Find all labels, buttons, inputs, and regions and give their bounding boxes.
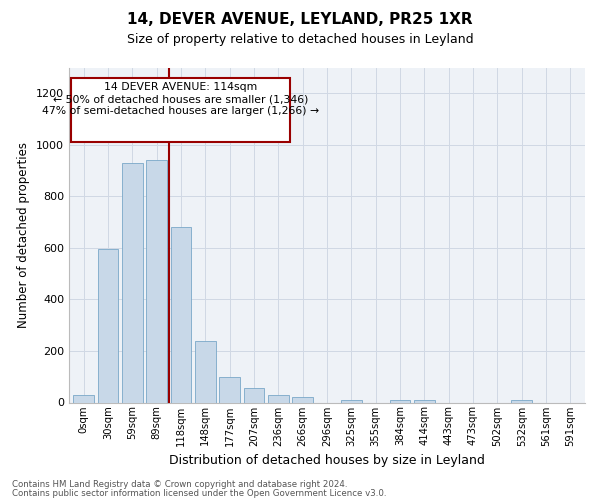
Bar bbox=[341, 400, 362, 402]
Bar bbox=[195, 340, 215, 402]
Bar bbox=[414, 400, 435, 402]
Bar bbox=[73, 395, 94, 402]
Bar bbox=[244, 388, 265, 402]
Bar bbox=[268, 395, 289, 402]
Text: 47% of semi-detached houses are larger (1,266) →: 47% of semi-detached houses are larger (… bbox=[43, 106, 320, 116]
Text: Contains HM Land Registry data © Crown copyright and database right 2024.: Contains HM Land Registry data © Crown c… bbox=[12, 480, 347, 489]
Bar bbox=[292, 398, 313, 402]
Text: 14, DEVER AVENUE, LEYLAND, PR25 1XR: 14, DEVER AVENUE, LEYLAND, PR25 1XR bbox=[127, 12, 473, 28]
Bar bbox=[146, 160, 167, 402]
Bar bbox=[122, 163, 143, 402]
Bar bbox=[98, 249, 118, 402]
Bar bbox=[389, 400, 410, 402]
Bar bbox=[511, 400, 532, 402]
Text: ← 50% of detached houses are smaller (1,346): ← 50% of detached houses are smaller (1,… bbox=[53, 94, 308, 104]
Y-axis label: Number of detached properties: Number of detached properties bbox=[17, 142, 31, 328]
Bar bbox=[170, 228, 191, 402]
Bar bbox=[219, 376, 240, 402]
X-axis label: Distribution of detached houses by size in Leyland: Distribution of detached houses by size … bbox=[169, 454, 485, 467]
Text: Contains public sector information licensed under the Open Government Licence v3: Contains public sector information licen… bbox=[12, 488, 386, 498]
Text: Size of property relative to detached houses in Leyland: Size of property relative to detached ho… bbox=[127, 32, 473, 46]
Text: 14 DEVER AVENUE: 114sqm: 14 DEVER AVENUE: 114sqm bbox=[104, 82, 257, 92]
Bar bbox=[71, 78, 290, 142]
